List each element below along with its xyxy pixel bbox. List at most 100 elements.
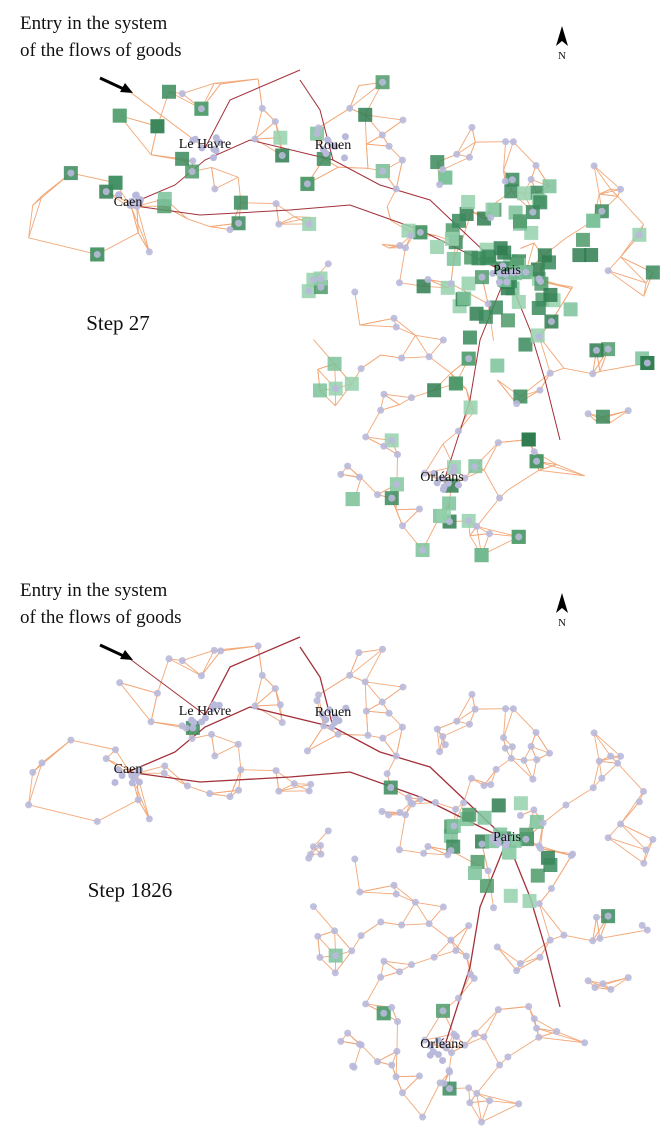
road [221,79,258,84]
north-arrow [556,26,568,46]
node [452,806,459,813]
node [351,1064,358,1071]
node [525,1003,532,1010]
node [356,889,363,896]
node [471,463,478,470]
node [450,822,457,829]
road [484,443,498,470]
road [338,167,368,168]
road [33,740,71,772]
flow-cell [517,186,531,200]
city-label: Le Havre [179,704,231,719]
node [272,685,279,692]
road [365,682,366,711]
node [412,899,419,906]
node [502,138,509,145]
node [315,691,322,698]
node [533,756,540,763]
road [255,108,262,139]
node [643,846,650,853]
road [258,646,262,675]
node [399,684,406,691]
node [384,770,391,777]
flow-cell [345,377,359,391]
node [517,960,524,967]
road [215,177,238,189]
node [460,799,467,806]
road [335,931,352,951]
node [465,355,472,362]
node [593,914,600,921]
road [484,470,500,498]
node [399,157,406,164]
road [366,977,381,1004]
node [331,927,338,934]
node [432,799,439,806]
node [25,801,32,808]
road [593,761,599,788]
node [346,105,353,112]
node [596,758,603,765]
node [447,937,454,944]
flow-cell [328,357,342,371]
flow-cell [462,277,476,291]
north-arrow [556,593,568,613]
node [379,808,386,815]
node [396,279,403,286]
node [417,229,424,236]
city-label: Rouen [315,138,352,153]
node [408,394,415,401]
road [360,318,394,325]
node [348,947,355,954]
city-label: Paris [493,263,521,278]
road [307,726,323,751]
node [356,474,363,481]
node [328,724,335,731]
node [503,278,510,285]
node [605,267,612,274]
node [496,279,503,286]
map-panel: Le HavreRouenCaenParisOrléansEntry in th… [20,580,656,1126]
node [103,188,110,195]
node [316,954,323,961]
node [386,143,393,150]
node [452,947,459,954]
flow-cell [543,179,557,193]
flow-cell [346,492,360,506]
map-panel: Le HavreRouenCaenParisOrléansEntry in th… [20,13,660,562]
road [539,904,564,935]
node [439,733,446,740]
road [382,687,403,702]
road [621,824,653,839]
road [137,206,149,252]
node [362,433,369,440]
road [412,957,435,964]
node [161,770,168,777]
road [508,1037,539,1057]
road [319,675,350,695]
node [273,767,280,774]
road [157,659,169,693]
node [536,900,543,907]
node [431,954,438,961]
node [380,391,387,398]
node [593,347,600,354]
road [402,1076,419,1093]
road [187,786,209,794]
road [564,368,593,374]
node [419,547,426,554]
flow-cell [543,858,557,872]
road [443,157,470,169]
road [425,444,443,473]
node [533,729,540,736]
node [273,200,280,207]
road [397,1021,398,1051]
node [496,1062,503,1069]
node [599,980,606,987]
node [480,782,487,789]
flow-cell [150,119,164,133]
node [617,753,624,760]
flow-cell [313,383,327,397]
flow-cell [462,808,476,822]
road [366,410,381,437]
